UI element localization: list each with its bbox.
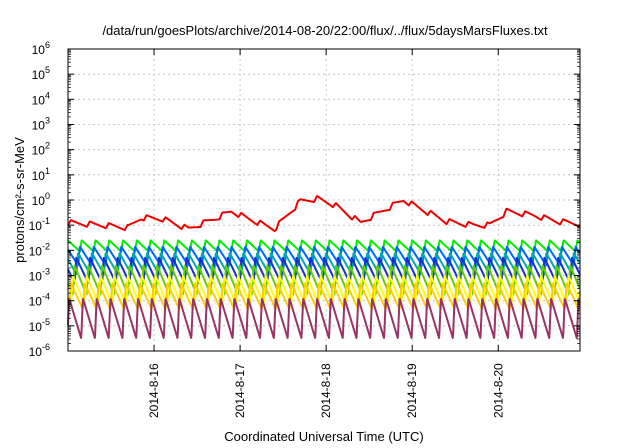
x-tick-label: 2014-8-16: [147, 363, 161, 418]
series-line-7: [67, 282, 581, 311]
x-tick-label: 2014-8-17: [233, 363, 247, 418]
y-tick-label: 10-4: [29, 292, 50, 309]
y-tick-label: 101: [32, 166, 50, 183]
series-line-0: [67, 195, 581, 233]
y-tick-label: 10-1: [29, 216, 50, 233]
y-tick-label: 103: [32, 116, 50, 133]
y-tick-label: 10-5: [29, 317, 50, 334]
series-group: [67, 195, 581, 339]
chart-title: /data/run/goesPlots/archive/2014-08-20/2…: [102, 23, 548, 38]
y-tick-label: 10-6: [29, 342, 50, 359]
y-tick-label: 10-2: [29, 241, 50, 258]
series-line-4: [67, 256, 581, 284]
y-tick-label: 102: [32, 141, 50, 158]
y-tick-label: 10-3: [29, 267, 50, 284]
x-tick-label: 2014-8-18: [319, 363, 333, 418]
x-axis-label: Coordinated Universal Time (UTC): [224, 429, 423, 444]
series-line-5: [67, 264, 581, 296]
y-tick-label: 100: [32, 191, 50, 208]
x-axis-ticks: 2014-8-16 2014-8-17 2014-8-18 2014-8-19 2014…: [147, 49, 505, 418]
series-line-8: [67, 298, 581, 339]
x-tick-label: 2014-8-19: [405, 363, 419, 418]
y-tick-label: 105: [32, 65, 50, 82]
series-line-6: [67, 274, 581, 305]
x-tick-label: 2014-8-20: [491, 363, 505, 418]
y-axis-label: protons/cm²-s-sr-MeV: [12, 137, 27, 263]
y-axis-ticks: 10-6 10-5 10-4 10-3 10-2 10-1 100 101 102 103 104 1…: [29, 40, 580, 359]
series-line-1: [67, 239, 581, 253]
y-tick-label: 106: [32, 40, 50, 57]
y-tick-label: 104: [32, 90, 50, 107]
